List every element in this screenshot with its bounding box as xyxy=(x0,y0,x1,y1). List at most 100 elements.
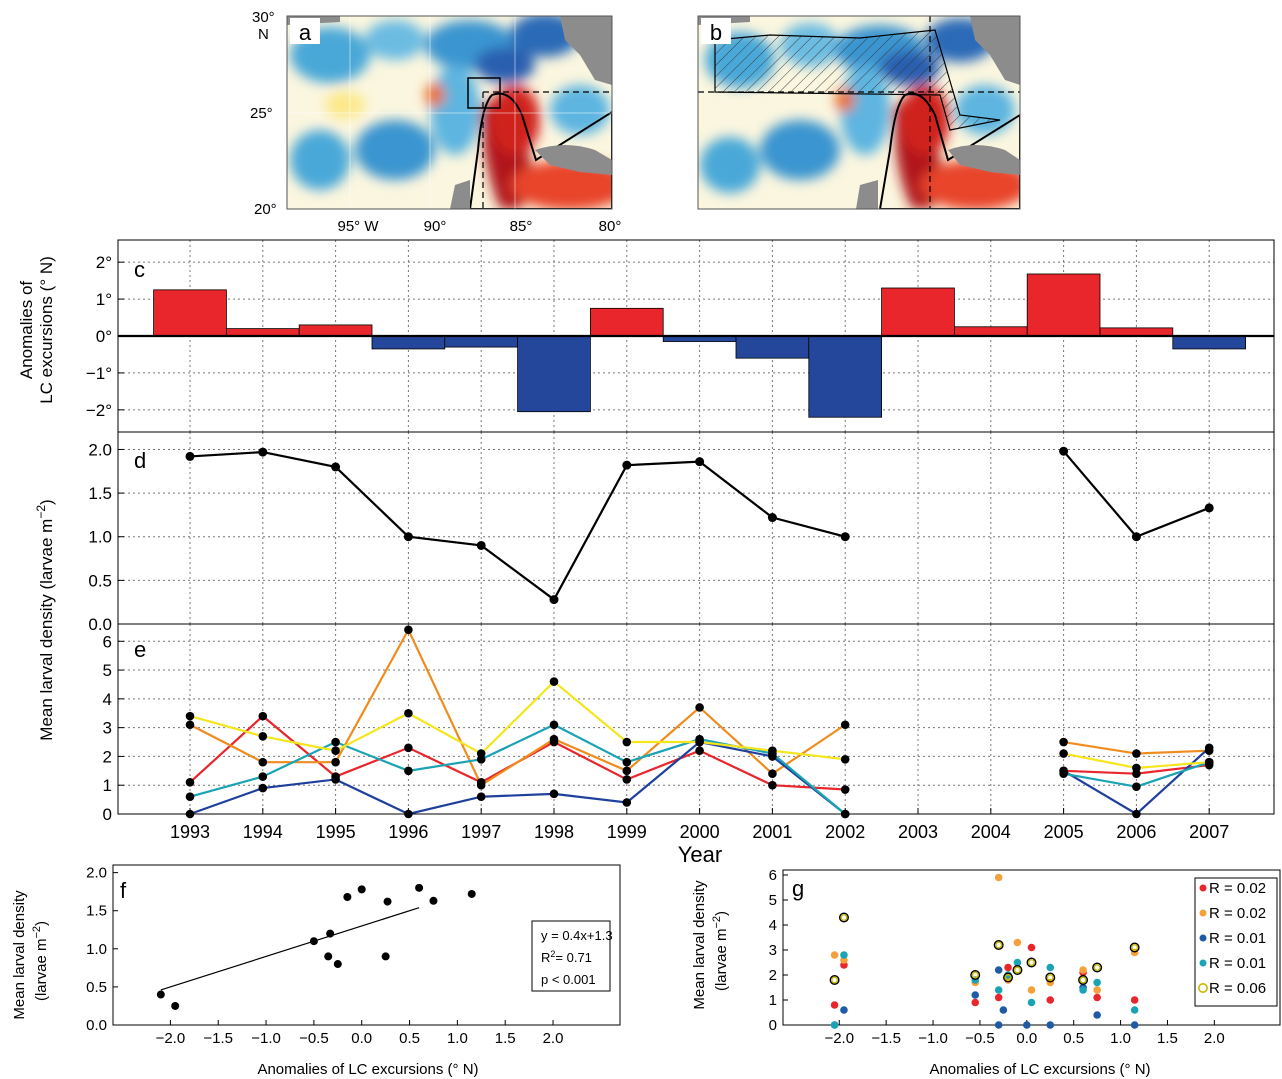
g-series-2-point-7 xyxy=(1093,1011,1101,1019)
g-ytick-label-4: 4 xyxy=(769,917,777,934)
f-xtick-label-6: 1.0 xyxy=(447,1030,468,1047)
f-xtick-label-3: −0.5 xyxy=(299,1030,329,1047)
lat-tick-25: 25° xyxy=(250,105,273,122)
c-bar-1993 xyxy=(153,289,227,337)
g-xtick-label-4: 0.0 xyxy=(1016,1030,1037,1047)
line-chart-d: 0.0 0.5 1.0 1.5 2.0 d xyxy=(88,431,1275,634)
g-series-4-point-8 xyxy=(1092,962,1103,973)
panel-label-d: d xyxy=(134,448,146,473)
g-series-2-point-10 xyxy=(994,966,1003,974)
g-series-4-point-9 xyxy=(1129,942,1140,953)
y-axis-label-de-main: Mean larval density (larvae m xyxy=(37,519,56,741)
g-series-4-point-inner-3 xyxy=(995,941,1003,949)
c-ytick-label-4: −2° xyxy=(86,401,112,420)
g-ytick-label-5: 5 xyxy=(769,892,777,909)
g-series-4-point-inner-5 xyxy=(1013,966,1021,974)
c-bar-2005 xyxy=(1026,273,1101,337)
e-series-1-point-2002 xyxy=(840,720,850,730)
e-series-1-point-2001 xyxy=(768,769,777,778)
e-series-1-point-1996 xyxy=(404,625,413,635)
y-axis-label-c-line-1: Anomalies of xyxy=(17,281,36,380)
g-series-1-point-0 xyxy=(830,951,839,959)
y-axis-label-de: Mean larval density (larvae m−2) xyxy=(34,499,56,740)
e-series-2-point-2007 xyxy=(1204,743,1214,753)
g-legend-label-4: R = 0.06 xyxy=(1209,980,1266,997)
f-xtick-label-2: −1.0 xyxy=(251,1030,281,1047)
g-series-4-point-inner-0 xyxy=(831,976,839,984)
e-series-1-point-2006 xyxy=(1132,749,1141,758)
c-bar-1996 xyxy=(371,335,446,350)
f-stats-r2-value: = 0.71 xyxy=(555,950,592,965)
f-ytick-label-2: 1.0 xyxy=(86,941,107,958)
g-series-4-point-inner-2 xyxy=(971,971,979,979)
e-xtick-label-2005: 2005 xyxy=(1044,822,1084,842)
g-ytick-label-0: 0 xyxy=(769,1017,777,1034)
d-point-2007 xyxy=(1204,503,1214,513)
g-series-4-point-2 xyxy=(970,970,981,981)
c-bar-2001 xyxy=(735,335,810,359)
g-xtick-label-5: 0.5 xyxy=(1063,1030,1084,1047)
g-legend-label-0: R = 0.02 xyxy=(1209,880,1266,897)
g-ytick-label-1: 1 xyxy=(769,992,777,1009)
g-xtick-label-3: −0.5 xyxy=(965,1030,995,1047)
g-series-4-point-inner-1 xyxy=(840,914,848,922)
y-axis-label-g: Mean larval density (larvae m−2) xyxy=(691,880,730,1010)
g-series-3-point-9 xyxy=(1130,1006,1139,1014)
x-axis-label-f: Anomalies of LC excursions (° N) xyxy=(257,1061,478,1078)
e-series-2-point-1998 xyxy=(549,789,559,799)
g-series-3-point-0 xyxy=(830,1021,839,1029)
panel-label-b: b xyxy=(710,20,722,45)
e-series-1-point-2005 xyxy=(1059,737,1068,747)
f-stats-box xyxy=(531,920,611,992)
e-xtick-label-2006: 2006 xyxy=(1116,822,1156,842)
g-series-2-point-8 xyxy=(1130,1021,1139,1029)
c-bar-2002 xyxy=(808,335,882,418)
e-xtick-label-1994: 1994 xyxy=(243,822,283,842)
g-series-0-point-4 xyxy=(1004,963,1012,972)
map-panel-b: b xyxy=(697,15,1021,210)
lat-tick-20: 20° xyxy=(254,201,277,218)
e-series-4-point-1998 xyxy=(549,677,559,686)
f-xtick-label-7: 1.5 xyxy=(495,1030,516,1047)
e-xtick-label-1997: 1997 xyxy=(461,822,501,842)
g-series-3-point-7 xyxy=(1046,963,1055,972)
c-bar-2004 xyxy=(954,326,1028,337)
c-bar-2007 xyxy=(1172,335,1247,350)
e-xtick-label-2000: 2000 xyxy=(680,822,720,842)
e-series-1-point-1998 xyxy=(549,734,559,744)
g-legend-marker-3 xyxy=(1199,959,1207,967)
e-ytick-label-5: 5 xyxy=(103,661,112,680)
g-series-0-point-0 xyxy=(830,1001,839,1009)
g-series-4-point-3 xyxy=(993,940,1004,951)
g-series-4-point-4 xyxy=(1003,972,1014,983)
g-series-4-point-inner-4 xyxy=(1004,974,1012,982)
e-series-0-point-2002 xyxy=(840,785,850,794)
f-point-11 xyxy=(467,889,476,898)
f-point-2 xyxy=(309,937,318,946)
e-series-2-point-1995 xyxy=(331,775,340,784)
d-point-1995 xyxy=(331,462,341,472)
e-series-4-point-1993 xyxy=(185,711,195,721)
f-point-4 xyxy=(326,929,335,938)
e-ytick-label-3: 3 xyxy=(103,719,112,738)
g-series-0-point-2 xyxy=(971,998,980,1007)
g-series-1-point-3 xyxy=(994,873,1003,882)
y-axis-label-de-close: ) xyxy=(37,499,56,505)
g-ytick-label-6: 6 xyxy=(769,867,777,884)
e-ytick-label-6: 6 xyxy=(103,632,112,651)
g-series-3-point-10 xyxy=(1079,986,1087,994)
e-series-3-point-2006 xyxy=(1132,782,1141,791)
panel-label-g: g xyxy=(792,876,804,901)
e-series-2-line-0 xyxy=(189,740,846,816)
c-bar-2006 xyxy=(1099,327,1174,337)
d-point-1999 xyxy=(622,460,632,470)
g-legend-label-3: R = 0.01 xyxy=(1209,955,1266,972)
f-xtick-label-8: 2.0 xyxy=(543,1030,564,1047)
g-series-1-point-7 xyxy=(1046,978,1055,987)
e-series-4-line-0 xyxy=(189,680,846,761)
d-point-1998 xyxy=(549,595,559,605)
e-series-1-line-0 xyxy=(189,627,846,787)
e-xtick-label-2003: 2003 xyxy=(898,822,938,842)
d-point-2005 xyxy=(1059,446,1069,456)
